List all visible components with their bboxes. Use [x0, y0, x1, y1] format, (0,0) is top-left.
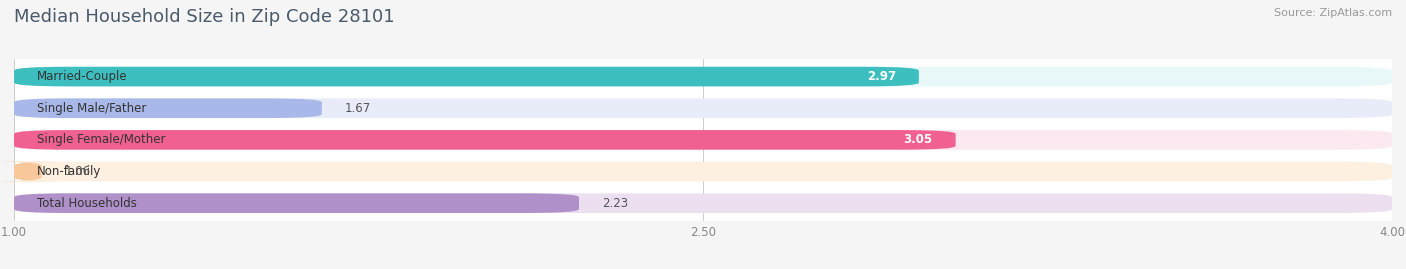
- Text: Total Households: Total Households: [37, 197, 136, 210]
- Text: Married-Couple: Married-Couple: [37, 70, 128, 83]
- FancyBboxPatch shape: [14, 193, 1392, 213]
- Text: 3.05: 3.05: [904, 133, 932, 146]
- Text: Single Male/Father: Single Male/Father: [37, 102, 146, 115]
- FancyBboxPatch shape: [14, 130, 1392, 150]
- Text: 2.97: 2.97: [866, 70, 896, 83]
- FancyBboxPatch shape: [14, 130, 956, 150]
- Text: Single Female/Mother: Single Female/Mother: [37, 133, 166, 146]
- Text: Non-family: Non-family: [37, 165, 101, 178]
- FancyBboxPatch shape: [14, 98, 1392, 118]
- Text: 1.67: 1.67: [344, 102, 371, 115]
- Text: Source: ZipAtlas.com: Source: ZipAtlas.com: [1274, 8, 1392, 18]
- FancyBboxPatch shape: [14, 162, 1392, 181]
- Text: Median Household Size in Zip Code 28101: Median Household Size in Zip Code 28101: [14, 8, 395, 26]
- FancyBboxPatch shape: [14, 98, 322, 118]
- FancyBboxPatch shape: [0, 162, 69, 181]
- FancyBboxPatch shape: [14, 67, 920, 86]
- FancyBboxPatch shape: [14, 67, 1392, 86]
- Text: 1.06: 1.06: [65, 165, 91, 178]
- FancyBboxPatch shape: [14, 193, 579, 213]
- Text: 2.23: 2.23: [602, 197, 628, 210]
